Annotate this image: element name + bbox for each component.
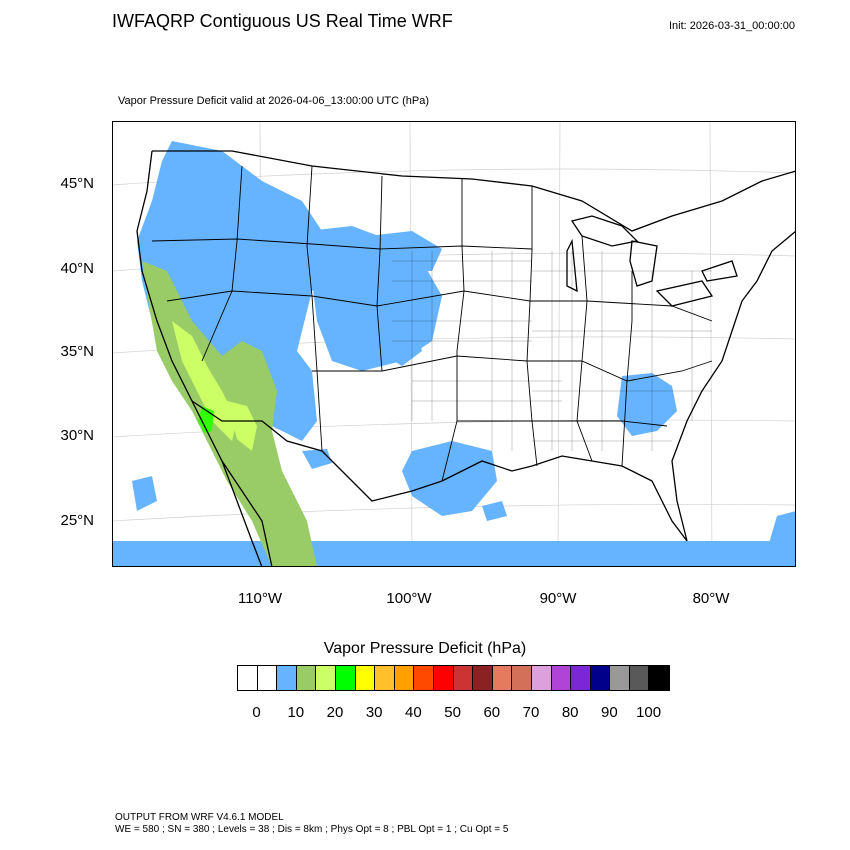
colorbar-swatch xyxy=(610,666,630,690)
colorbar-swatch xyxy=(414,666,434,690)
map-subtitle: Vapor Pressure Deficit valid at 2026-04-… xyxy=(118,95,430,107)
colorbar-title: Vapor Pressure Deficit (hPa) xyxy=(323,640,527,657)
colorbar-tick-label: 30 xyxy=(365,704,383,721)
colorbar-tick-label: 50 xyxy=(444,704,461,721)
colorbar-tick-label: 0 xyxy=(252,704,261,721)
colorbar-swatch xyxy=(571,666,591,690)
colorbar-swatch xyxy=(473,666,493,690)
map-panel xyxy=(104,121,796,575)
colorbar-tick-label: 80 xyxy=(561,704,579,721)
colorbar-swatch xyxy=(316,666,336,690)
colorbar-swatch xyxy=(629,666,650,690)
colorbar-swatch xyxy=(375,666,395,690)
colorbar-swatch xyxy=(355,666,376,690)
colorbar-swatch xyxy=(531,666,552,690)
vpd-map xyxy=(104,121,796,575)
colorbar-tick-label: 40 xyxy=(405,704,422,721)
colorbar-swatch xyxy=(551,666,572,690)
footer-model: OUTPUT FROM WRF V4.6.1 MODEL xyxy=(115,812,284,823)
colorbar-swatch xyxy=(453,666,474,690)
lat-label-30: 30°N xyxy=(60,427,94,444)
colorbar-swatch xyxy=(394,666,415,690)
colorbar-swatch xyxy=(257,666,278,690)
colorbar-tick-label: 20 xyxy=(326,704,344,721)
lat-label-25: 25°N xyxy=(60,512,94,529)
colorbar-swatch xyxy=(492,666,513,690)
lon-label-80: 80°W xyxy=(692,590,730,607)
lat-label-40: 40°N xyxy=(60,260,94,277)
lat-label-45: 45°N xyxy=(60,175,94,192)
footer-config: WE = 580 ; SN = 380 ; Levels = 38 ; Dis … xyxy=(115,824,509,835)
colorbar-tick-label: 100 xyxy=(636,704,662,721)
init-time: Init: 2026-03-31_00:00:00 xyxy=(669,20,795,32)
vpd-field-mid xyxy=(142,261,317,567)
lon-label-110: 110°W xyxy=(237,590,283,607)
map-title: IWFAQRP Contiguous US Real Time WRF xyxy=(112,11,453,31)
colorbar-tick-label: 60 xyxy=(483,704,501,721)
lon-label-90: 90°W xyxy=(539,590,577,607)
lon-label-100: 100°W xyxy=(386,590,432,607)
colorbar-swatch xyxy=(512,666,532,690)
lat-label-35: 35°N xyxy=(60,343,94,360)
colorbar xyxy=(237,665,671,691)
colorbar-swatch xyxy=(649,666,670,690)
colorbar-swatch xyxy=(335,666,356,690)
county-lines xyxy=(392,251,712,451)
colorbar-swatch xyxy=(238,666,258,690)
colorbar-swatch xyxy=(590,666,611,690)
colorbar-swatch xyxy=(433,666,454,690)
colorbar-tick-label: 90 xyxy=(601,704,618,721)
colorbar-tick-label: 10 xyxy=(287,704,305,721)
colorbar-tick-label: 70 xyxy=(522,704,540,721)
colorbar-swatch xyxy=(277,666,297,690)
colorbar-swatch xyxy=(296,666,317,690)
